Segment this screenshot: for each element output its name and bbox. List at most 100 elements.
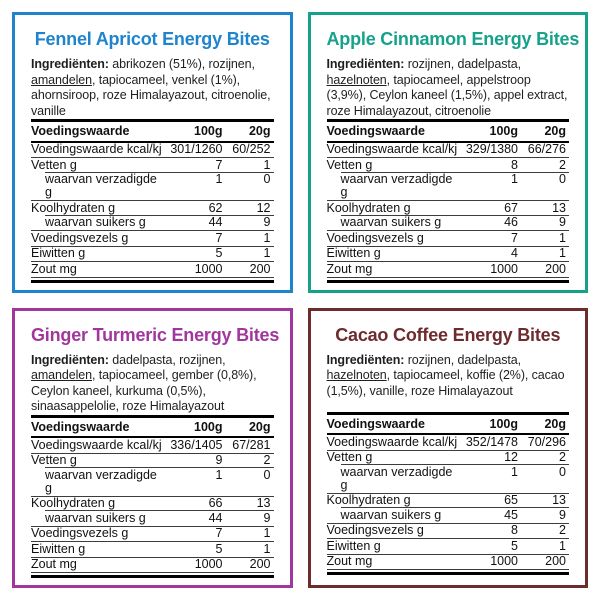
value-20g: 9 — [263, 510, 271, 525]
value-20g: 0 — [559, 172, 566, 187]
value-20g: 1 — [263, 157, 271, 172]
value-20g: 60/252 — [232, 142, 271, 157]
value-100g: 1000 — [490, 261, 518, 276]
value-100g: 1000 — [490, 554, 518, 569]
value-100g: 1 — [511, 172, 518, 187]
nutrition-row: Koolhydraten g 66 13 — [31, 495, 274, 512]
col-header-100g: 100g — [489, 416, 519, 431]
card-apple-cinnamon: Apple Cinnamon Energy Bites Ingrediënten… — [307, 12, 588, 293]
allergen-word: hazelnoten — [326, 368, 387, 382]
value-20g: 2 — [559, 523, 566, 538]
value-100g: 46 — [504, 215, 518, 230]
nutrition-row: Eiwitten g 5 1 — [326, 538, 569, 554]
value-20g: 9 — [559, 507, 566, 522]
nutrition-row: Koolhydraten g 67 13 — [326, 200, 569, 216]
allergen-word: amandelen — [31, 368, 92, 382]
nutrition-row: Vetten g 9 2 — [31, 452, 274, 469]
ingredients-after-allergen: , tapiocameel, venkel (1%), ahornsiroop,… — [31, 72, 271, 118]
nutrition-row: Voedingswaarde kcal/kj 336/1405 67/281 — [31, 438, 274, 453]
value-20g: 1 — [559, 538, 566, 553]
row-label: Voedingswaarde kcal/kj — [326, 142, 458, 157]
value-100g: 301/1260 — [170, 142, 223, 157]
row-label: waarvan suikers g — [45, 215, 146, 230]
row-label: Eiwitten g — [31, 541, 86, 556]
row-label: Voedingswaarde kcal/kj — [31, 142, 162, 157]
nutrition-row: waarvan verzadigde g 1 0 — [31, 467, 274, 496]
value-100g: 1000 — [194, 261, 223, 276]
value-20g: 0 — [263, 172, 271, 187]
nutrition-row: Eiwitten g 5 1 — [31, 541, 274, 557]
row-label: waarvan suikers g — [45, 510, 146, 525]
nutrition-row: Vetten g 8 2 — [326, 157, 569, 173]
row-label: Zout mg — [326, 261, 373, 276]
value-20g: 13 — [552, 200, 566, 215]
value-100g: 7 — [215, 230, 223, 245]
value-20g: 9 — [559, 215, 566, 230]
value-20g: 2 — [263, 453, 271, 468]
col-header-20g: 20g — [544, 124, 566, 138]
value-100g: 1 — [215, 467, 223, 482]
product-title: Ginger Turmeric Energy Bites — [31, 324, 280, 345]
value-20g: 1 — [263, 246, 271, 261]
nutrition-table: Voedingswaarde 100g 20g Voedingswaarde k… — [31, 119, 274, 283]
nutrition-row: Vetten g 12 2 — [326, 449, 569, 466]
ingredients-label: Ingrediënten: — [326, 352, 405, 367]
value-100g: 65 — [504, 493, 518, 508]
product-title: Fennel Apricot Energy Bites — [34, 29, 270, 49]
card-cacao-coffee: Cacao Coffee Energy Bites Ingrediënten: … — [307, 307, 588, 588]
ingredients-text: Ingrediënten: rozijnen, dadelpasta, haze… — [327, 57, 570, 119]
value-100g: 1 — [511, 464, 518, 479]
value-100g: 45 — [504, 507, 518, 522]
value-100g: 5 — [215, 541, 223, 556]
col-header-20g: 20g — [248, 419, 271, 434]
value-100g: 4 — [511, 246, 518, 261]
nutrition-table: Voedingswaarde 100g 20g Voedingswaarde k… — [31, 414, 274, 578]
nutrition-table-header: Voedingswaarde 100g 20g — [31, 119, 274, 143]
nutrition-row: waarvan verzadigde g 1 0 — [327, 171, 570, 201]
ingredients-text: Ingrediënten: dadelpasta, rozijnen, aman… — [31, 353, 274, 415]
value-20g: 2 — [559, 157, 566, 172]
row-label: Voedingsvezels g — [326, 523, 424, 538]
nutrition-row: Koolhydraten g 65 13 — [326, 492, 569, 509]
ingredients-text: Ingrediënten: rozijnen, dadelpasta, haze… — [327, 353, 570, 400]
value-20g: 2 — [559, 450, 566, 465]
card-ginger-turmeric: Ginger Turmeric Energy Bites Ingrediënte… — [12, 307, 293, 588]
value-100g: 329/1380 — [465, 142, 518, 157]
row-label: Voedingswaarde kcal/kj — [326, 434, 458, 449]
row-label: waarvan suikers g — [340, 507, 442, 522]
value-20g: 1 — [263, 541, 271, 556]
nutrition-row: Voedingsvezels g 7 1 — [31, 230, 274, 246]
nutrition-row: Eiwitten g 4 1 — [326, 245, 569, 262]
nutrition-row: waarvan suikers g 46 9 — [327, 214, 570, 231]
row-label: Voedingsvezels g — [326, 230, 424, 245]
value-20g: 0 — [559, 464, 566, 479]
nutrition-row: Vetten g 7 1 — [31, 157, 274, 173]
value-100g: 352/1478 — [465, 434, 518, 449]
nutrition-row: Koolhydraten g 62 12 — [31, 200, 274, 216]
value-20g: 70/296 — [527, 434, 566, 449]
product-title: Apple Cinnamon Energy Bites — [326, 29, 580, 49]
nutrition-row: Voedingsvezels g 8 2 — [326, 522, 569, 539]
col-header-100g: 100g — [194, 419, 223, 434]
nutrition-row: Voedingswaarde kcal/kj 301/1260 60/252 — [31, 143, 274, 158]
nutrition-row: waarvan suikers g 44 9 — [31, 510, 274, 526]
nutrition-row: waarvan verzadigde g 1 0 — [31, 171, 274, 201]
table-bottom-rule — [326, 279, 569, 283]
ingredients-text: Ingrediënten: abrikozen (51%), rozijnen,… — [31, 57, 274, 119]
row-label: Voedingsvezels g — [31, 230, 129, 245]
ingredients-label: Ingrediënten: — [326, 57, 405, 71]
nutrition-table-header: Voedingswaarde 100g 20g — [326, 411, 569, 435]
value-20g: 200 — [249, 261, 271, 276]
ingredients-before-allergen: rozijnen, dadelpasta, — [404, 352, 522, 367]
value-100g: 336/1405 — [170, 437, 223, 452]
value-100g: 8 — [511, 157, 518, 172]
row-label: Zout mg — [31, 557, 77, 572]
value-100g: 67 — [504, 200, 518, 215]
value-100g: 12 — [504, 450, 518, 465]
nutrition-row: Eiwitten g 5 1 — [31, 245, 274, 262]
col-header-20g: 20g — [544, 416, 566, 431]
row-label: Eiwitten g — [326, 246, 381, 261]
table-bottom-rule — [326, 572, 569, 575]
nutrition-table-header: Voedingswaarde 100g 20g — [31, 414, 274, 438]
